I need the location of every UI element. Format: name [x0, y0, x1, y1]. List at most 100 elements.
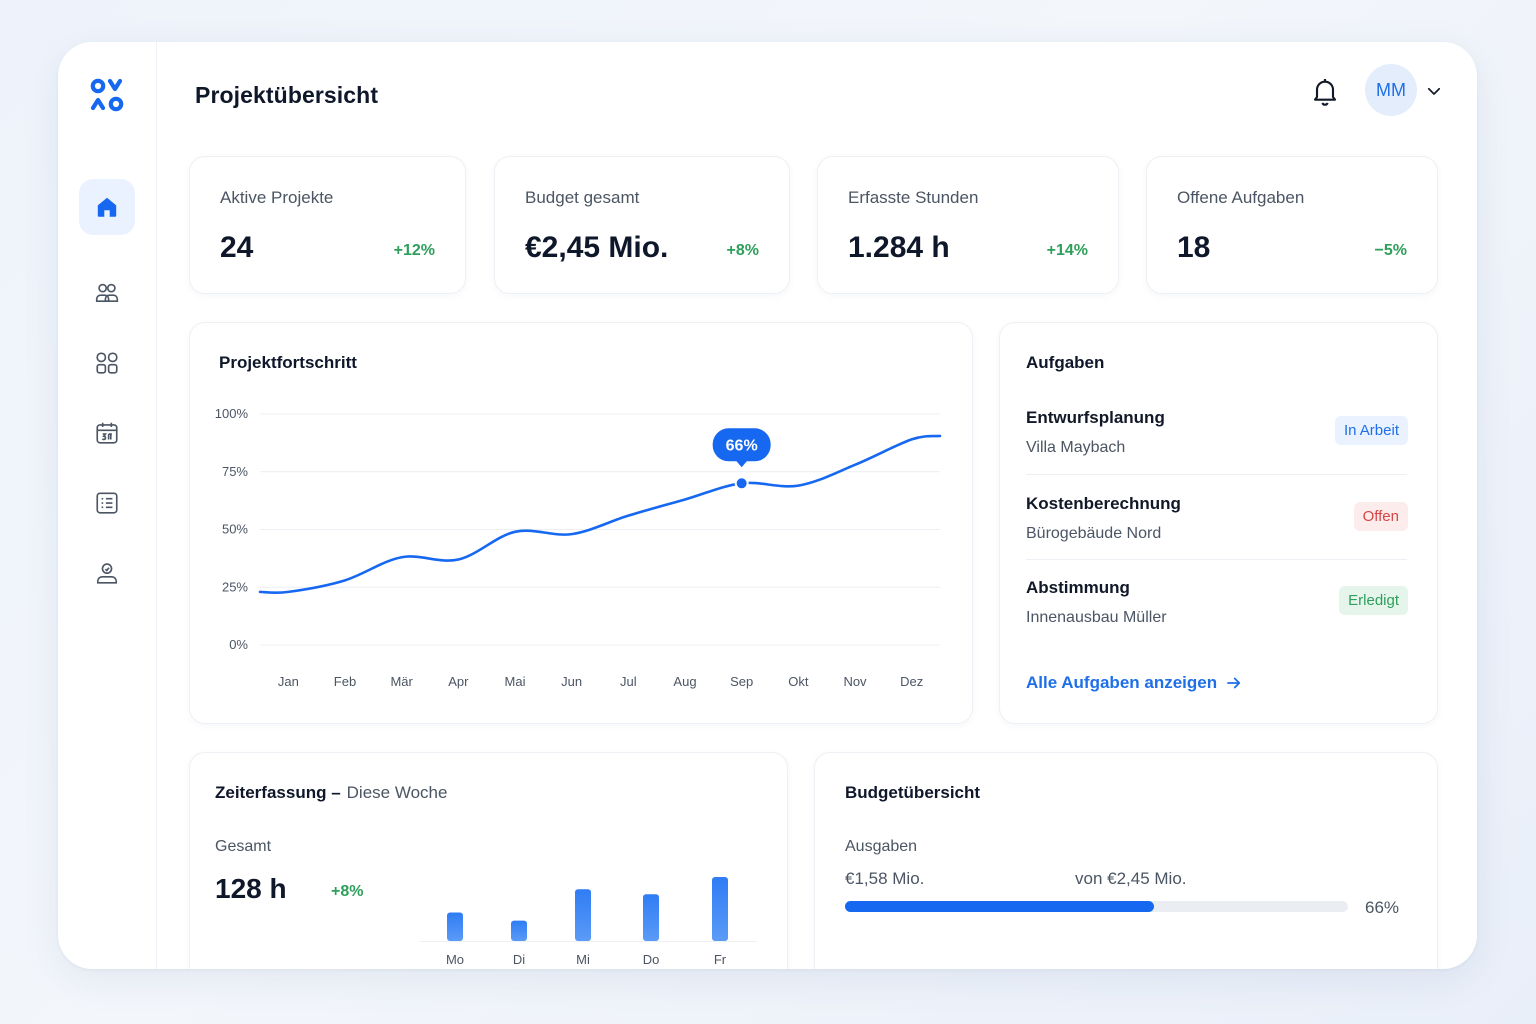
task-subtitle: Bürogebäude Nord: [1026, 525, 1162, 542]
arrow-right-icon: [1227, 677, 1241, 689]
dashboard-window: Projektübersicht MM Aktive Projekte 24 +…: [58, 42, 1477, 969]
task-subtitle: Villa Maybach: [1026, 439, 1126, 456]
spent-amount: €1,58 Mio.: [845, 869, 925, 888]
tasks-card: Aufgaben Entwurfsplanung Villa Maybach I…: [999, 322, 1438, 724]
highlight-label: 66%: [726, 437, 758, 454]
stat-label: Budget gesamt: [525, 188, 640, 207]
budget-progress-bar: [845, 901, 1348, 912]
weekly-hours-bar-chart: Mo Di Mi Do Fr: [420, 877, 757, 967]
bar: [712, 877, 728, 941]
stat-label: Aktive Projekte: [220, 188, 334, 207]
bar-label: Di: [513, 952, 525, 967]
progress-card: Projektfortschritt 100% 75% 50% 25% 0% Jan Feb…: [189, 322, 973, 724]
y-tick-label: 0%: [229, 637, 248, 652]
progress-series-line: [258, 434, 942, 595]
total-label: Gesamt: [215, 838, 272, 855]
y-tick-label: 50%: [222, 522, 248, 537]
card-title: Aufgaben: [1026, 353, 1105, 372]
task-item[interactable]: Abstimmung Innenausbau Müller Erledigt: [1026, 578, 1408, 662]
x-tick-label: Jan: [278, 674, 299, 689]
total-delta: +8%: [331, 883, 364, 900]
budget-card: Budgetübersicht Ausgaben €1,58 Mio. von …: [814, 752, 1438, 969]
budget-progress-fill: [845, 901, 1155, 912]
bar-label: Fr: [714, 952, 727, 967]
stat-value: 24: [220, 231, 254, 264]
x-tick-label: Feb: [334, 674, 356, 689]
bar: [511, 920, 527, 941]
card-title: Projektfortschritt: [219, 353, 357, 372]
status-badge: Offen: [1353, 502, 1408, 531]
x-tick-label: Apr: [448, 674, 469, 689]
sidebar-item-profile[interactable]: [79, 545, 135, 601]
time-card-subtitle: Diese Woche: [346, 783, 448, 802]
stat-card-active-projects: Aktive Projekte 24 +12%: [189, 156, 466, 294]
status-badge: In Arbeit: [1334, 416, 1408, 445]
status-badge: Erledigt: [1339, 586, 1408, 615]
bar-label: Mo: [446, 952, 464, 967]
highlight-point[interactable]: [734, 476, 749, 491]
view-all-tasks-link[interactable]: Alle Aufgaben anzeigen: [1026, 673, 1243, 693]
chevron-down-icon[interactable]: [1425, 82, 1443, 100]
time-card-title: Zeiterfassung –: [215, 783, 341, 802]
stat-label: Offene Aufgaben: [1177, 188, 1305, 207]
total-value: 128 h: [215, 873, 287, 904]
stat-delta: +8%: [726, 242, 759, 259]
x-tick-label: Nov: [843, 674, 867, 689]
stat-card-budget: Budget gesamt €2,45 Mio. +8%: [494, 156, 790, 294]
task-title: Abstimmung: [1026, 578, 1130, 597]
progress-line-chart: 100% 75% 50% 25% 0% Jan Feb Mär Apr Mai Jun Jul Aug S…: [215, 406, 942, 689]
x-tick-label: Dez: [900, 674, 923, 689]
sidebar: [58, 42, 157, 969]
grid-icon: [96, 352, 118, 374]
bar-label: Mi: [576, 952, 590, 967]
x-tick-label: Sep: [730, 674, 753, 689]
stat-value: 18: [1177, 231, 1211, 264]
y-tick-label: 100%: [215, 406, 249, 421]
card-title: Budgetübersicht: [845, 783, 981, 802]
stat-delta: −5%: [1374, 242, 1407, 259]
stat-label: Erfasste Stunden: [848, 188, 979, 207]
task-item[interactable]: Entwurfsplanung Villa Maybach In Arbeit: [1026, 408, 1408, 492]
bar: [575, 889, 591, 941]
users-icon: [95, 283, 119, 302]
stat-card-open-tasks: Offene Aufgaben 18 −5%: [1146, 156, 1438, 294]
app-logo[interactable]: [90, 77, 126, 113]
task-subtitle: Innenausbau Müller: [1026, 609, 1167, 626]
x-tick-label: Mär: [390, 674, 413, 689]
divider: [1026, 474, 1407, 475]
bar: [643, 894, 659, 941]
budget-percent: 66%: [1365, 898, 1400, 917]
x-tick-label: Jul: [620, 674, 637, 689]
card-title: Zeiterfassung – Diese Woche: [215, 783, 447, 803]
highlight-tooltip: 66%: [712, 428, 771, 468]
avatar[interactable]: MM: [1365, 64, 1417, 116]
x-tick-label: Mai: [505, 674, 526, 689]
sidebar-item-reports[interactable]: [79, 475, 135, 531]
stat-delta: +12%: [393, 242, 435, 259]
bar: [447, 912, 463, 941]
list-icon: [96, 492, 118, 514]
stat-delta: +14%: [1046, 242, 1088, 259]
user-icon: [96, 563, 118, 584]
x-tick-label: Okt: [788, 674, 809, 689]
task-title: Kostenberechnung: [1026, 494, 1181, 513]
stat-value: 1.284 h: [848, 231, 950, 264]
x-tick-label: Aug: [673, 674, 696, 689]
sidebar-item-home[interactable]: [79, 179, 135, 235]
y-tick-label: 25%: [222, 579, 248, 594]
sidebar-item-calendar[interactable]: [79, 405, 135, 461]
stat-card-hours: Erfasste Stunden 1.284 h +14%: [817, 156, 1119, 294]
notification-bell-icon[interactable]: [1309, 75, 1341, 107]
stat-value: €2,45 Mio.: [525, 231, 669, 264]
calendar-icon: [96, 422, 118, 444]
sidebar-item-team[interactable]: [79, 265, 135, 321]
task-item[interactable]: Kostenberechnung Bürogebäude Nord Offen: [1026, 494, 1408, 578]
time-tracking-card: Zeiterfassung – Diese Woche Gesamt 128 h…: [189, 752, 788, 969]
home-icon: [97, 197, 117, 217]
link-label: Alle Aufgaben anzeigen: [1026, 673, 1218, 692]
page-title: Projektübersicht: [195, 82, 379, 108]
sidebar-item-apps[interactable]: [79, 335, 135, 391]
budget-total: von €2,45 Mio.: [1075, 869, 1187, 888]
x-tick-label: Jun: [561, 674, 582, 689]
spend-label: Ausgaben: [845, 838, 918, 855]
